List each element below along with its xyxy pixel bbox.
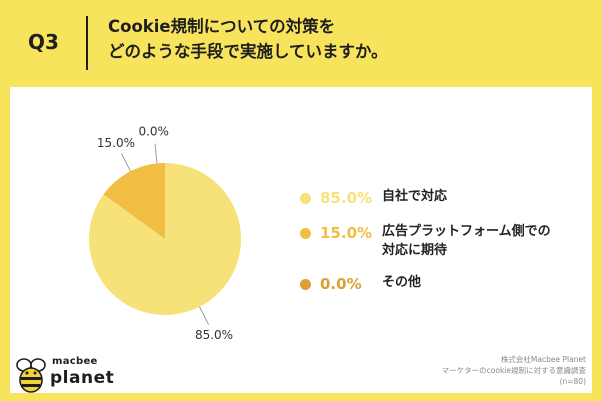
legend: 85.0% 自社で対応 15.0% 広告プラットフォーム側での 対応に期待 0.…	[300, 187, 590, 308]
logo-text-bottom: planet	[50, 368, 115, 388]
company-logo: macbee planet	[14, 356, 114, 394]
pie-leader-line	[154, 143, 158, 164]
legend-label-self: 自社で対応	[382, 189, 448, 204]
source-company: 株式会社Macbee Planet	[500, 355, 586, 364]
question-title-line-2: どのような手段で実施していますか。	[108, 42, 388, 61]
source-sample-size: (n=80)	[559, 377, 586, 386]
pie-slice-platform	[103, 163, 165, 239]
question-title: Cookie規制についての対策を どのような手段で実施していますか。	[108, 14, 388, 64]
pie-leader-line	[199, 306, 209, 325]
legend-label-platform-line-2: 対応に期待	[382, 243, 448, 258]
question-divider	[86, 16, 88, 70]
legend-item-self: 85.0% 自社で対応	[300, 187, 590, 209]
legend-item-platform: 15.0% 広告プラットフォーム側での 対応に期待	[300, 222, 590, 260]
legend-dot-platform	[300, 228, 311, 239]
legend-pct-self: 85.0%	[320, 189, 373, 207]
pie-chart: 85.0% 15.0%0.0%	[89, 125, 241, 342]
legend-label-other: その他	[382, 275, 422, 290]
bee-icon	[16, 358, 46, 393]
source-survey: マーケターのcookie規制に対する意識調査	[441, 366, 586, 375]
pie-leader-line	[121, 153, 131, 172]
pie-label-self: 85.0%	[195, 328, 233, 342]
chart-card: 85.0% 15.0% 0.0% 85.0% 自社で対応 15.0% 広告プラットフ…	[10, 87, 592, 393]
legend-label-platform-line-1: 広告プラットフォーム側での	[382, 224, 551, 239]
legend-item-other: 0.0% その他	[300, 273, 590, 295]
legend-label-platform: 広告プラットフォーム側での 対応に期待	[382, 222, 582, 260]
pie-label-platform: 15.0%	[97, 136, 135, 150]
source-note: 株式会社Macbee Planet マーケターのcookie規制に対する意識調査…	[356, 354, 586, 387]
legend-pct-platform: 15.0%	[320, 224, 373, 242]
legend-pct-other: 0.0%	[320, 275, 362, 293]
legend-dot-self	[300, 193, 311, 204]
pie-label-other: 0.0%	[138, 125, 169, 139]
question-number: Q3	[28, 30, 59, 54]
legend-dot-other	[300, 279, 311, 290]
logo-text-top: macbee	[52, 356, 98, 367]
question-title-line-1: Cookie規制についての対策を	[108, 17, 336, 36]
